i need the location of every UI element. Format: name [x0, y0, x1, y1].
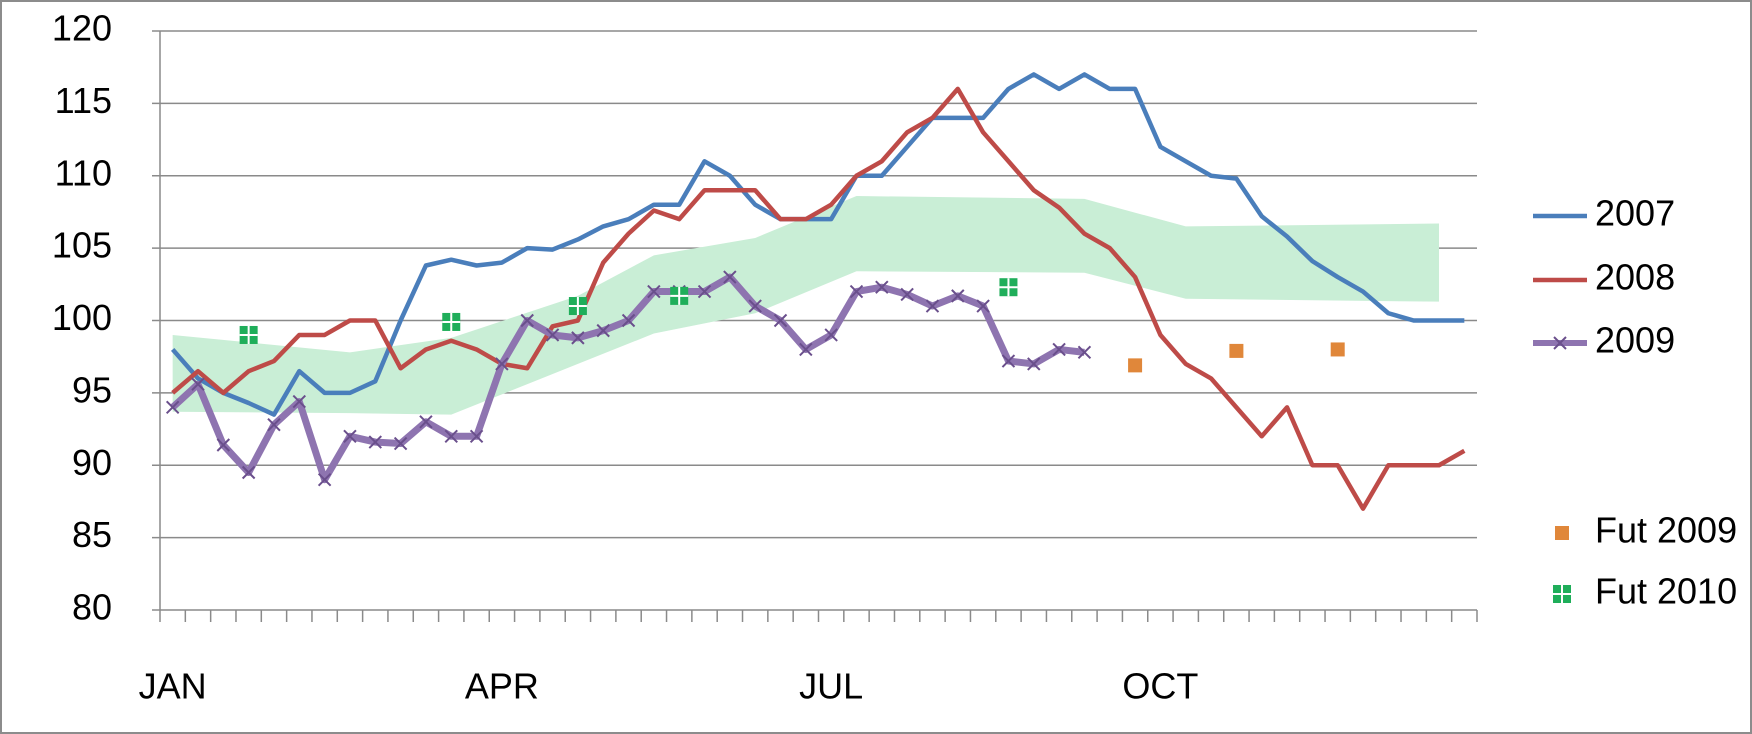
series-line — [171, 86, 1466, 511]
point-marker — [368, 435, 382, 449]
point-marker — [1330, 342, 1345, 357]
point-marker — [292, 394, 307, 409]
point-marker — [1001, 354, 1016, 368]
point-marker — [442, 312, 461, 331]
point-marker — [824, 328, 838, 342]
point-marker — [568, 297, 587, 316]
point-marker — [241, 465, 256, 480]
point-marker — [444, 429, 458, 444]
point-marker — [520, 313, 534, 328]
x-tick-label: APR — [465, 666, 539, 707]
series-line — [170, 72, 1465, 417]
point-marker — [267, 418, 281, 432]
y-tick-label: 80 — [72, 587, 112, 628]
x-tick-label: OCT — [1122, 666, 1198, 707]
point-marker — [799, 342, 813, 357]
point-marker — [495, 357, 509, 371]
y-tick-label: 115 — [55, 80, 112, 121]
x-tick-label: JAN — [139, 666, 207, 707]
point-marker — [1027, 357, 1041, 371]
y-tick-label: 100 — [52, 297, 112, 338]
legend-swatch — [1555, 526, 1569, 540]
y-tick-label: 110 — [55, 152, 112, 193]
legend-label: Fut 2009 — [1595, 510, 1737, 551]
x-tick-label: JUL — [799, 666, 863, 707]
legend-label: 2009 — [1595, 320, 1675, 361]
y-tick-label: 95 — [72, 369, 112, 410]
y-tick-label: 105 — [52, 225, 112, 266]
legend-label: 2008 — [1595, 257, 1675, 298]
point-marker — [1052, 342, 1066, 357]
legend-swatch — [1553, 585, 1571, 603]
point-marker — [571, 331, 585, 345]
legend-label: 2007 — [1595, 193, 1675, 234]
point-marker — [343, 429, 357, 444]
y-tick-label: 120 — [52, 8, 112, 49]
point-marker — [393, 436, 408, 451]
legend-swatch — [1553, 336, 1567, 350]
point-marker — [191, 377, 205, 391]
point-marker — [469, 429, 484, 444]
point-marker — [545, 328, 560, 342]
point-marker — [748, 299, 762, 313]
point-marker — [875, 280, 889, 294]
point-marker — [239, 325, 258, 344]
point-marker — [216, 438, 231, 452]
point-marker — [670, 286, 689, 305]
range-band — [172, 196, 1440, 415]
y-tick-label: 90 — [72, 442, 112, 483]
point-marker — [999, 278, 1018, 297]
point-marker — [317, 473, 332, 487]
point-marker — [900, 287, 914, 302]
point-marker — [165, 400, 180, 415]
point-marker — [773, 313, 788, 328]
point-marker — [723, 270, 737, 284]
point-marker — [925, 299, 940, 313]
point-marker — [1077, 345, 1092, 360]
point-marker — [1229, 343, 1244, 358]
point-marker — [596, 323, 610, 338]
point-marker — [951, 289, 965, 303]
point-marker — [1128, 358, 1143, 373]
point-marker — [697, 284, 712, 299]
y-tick-label: 85 — [72, 514, 112, 555]
point-marker — [621, 313, 636, 328]
point-marker — [849, 284, 864, 299]
point-marker — [647, 284, 661, 299]
legend-label: Fut 2010 — [1595, 571, 1737, 612]
point-marker — [976, 299, 990, 313]
point-marker — [419, 415, 433, 429]
